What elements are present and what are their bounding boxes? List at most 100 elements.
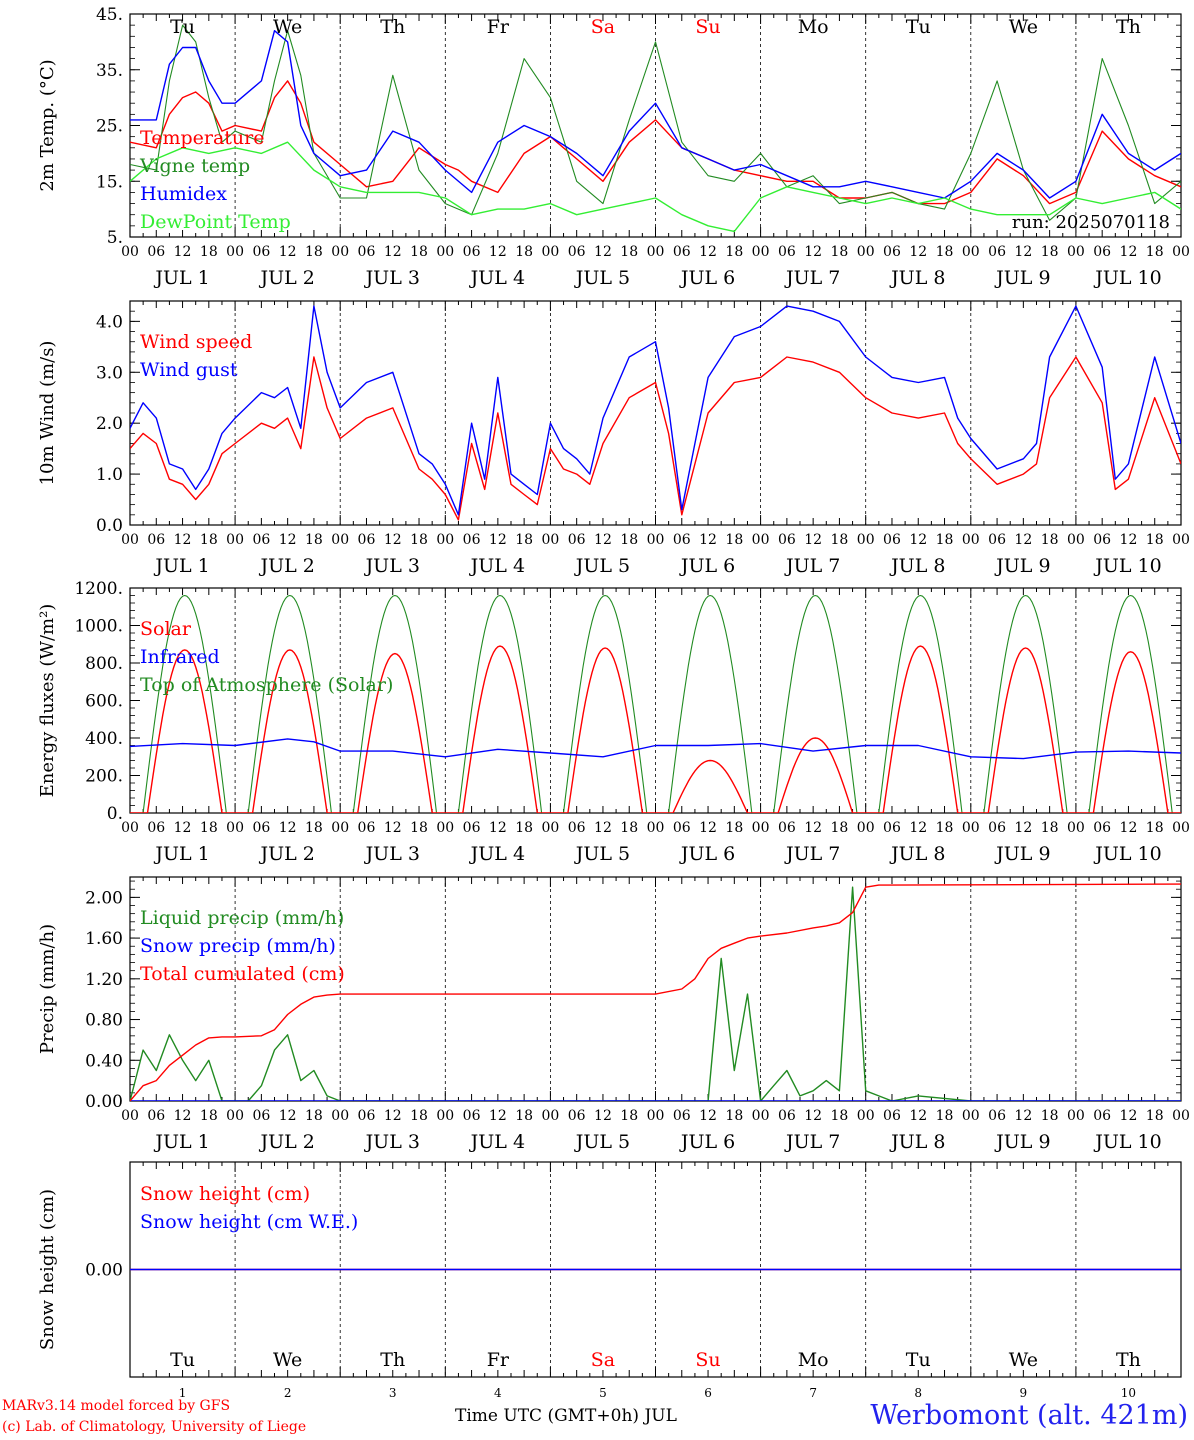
- date-label: JUL 4: [469, 267, 525, 289]
- hour-label: 06: [463, 532, 481, 548]
- hour-label: 06: [1093, 532, 1111, 548]
- hour-label: 18: [831, 532, 849, 548]
- hour-label: 00: [121, 244, 139, 260]
- hour-label: 18: [515, 1108, 533, 1124]
- hour-label: 12: [174, 244, 192, 260]
- hour-label: 06: [988, 532, 1006, 548]
- y-tick-label: 35.: [96, 61, 123, 81]
- hour-label: 06: [252, 244, 270, 260]
- hour-label: 06: [1093, 244, 1111, 260]
- hour-label: 00: [647, 244, 665, 260]
- legend-entry: Snow height (cm): [140, 1183, 310, 1205]
- y-tick-label: 45.: [96, 5, 123, 25]
- hour-label: 18: [200, 532, 218, 548]
- legend-entry: Temperature: [140, 127, 264, 149]
- y-tick-label: 2.0: [96, 414, 123, 434]
- hour-label: 06: [147, 532, 165, 548]
- hour-label: 18: [831, 1108, 849, 1124]
- y-tick-label: 0.00: [85, 1092, 123, 1112]
- hour-label: 00: [647, 820, 665, 836]
- hour-label: 12: [489, 532, 507, 548]
- panel-2: 0.0 1.0 2.0 3.0 4.0 10m Wind (m/s) Wind speed W…: [37, 300, 1190, 577]
- hour-label: 12: [174, 532, 192, 548]
- hour-label: 12: [594, 820, 612, 836]
- hour-label: 00: [541, 820, 559, 836]
- hour-label: 18: [305, 1108, 323, 1124]
- hour-label: 06: [568, 532, 586, 548]
- hour-label: 18: [410, 532, 428, 548]
- day-name: Th: [380, 16, 405, 38]
- series-line-top-of-atmosphere: [130, 594, 1181, 813]
- hour-label: 18: [410, 1108, 428, 1124]
- day-number: 4: [494, 1386, 502, 1400]
- date-label: JUL 9: [994, 555, 1050, 577]
- hour-label: 06: [988, 244, 1006, 260]
- hour-label: 06: [673, 1108, 691, 1124]
- day-name: Mo: [798, 1349, 829, 1371]
- date-label: JUL 2: [258, 843, 314, 865]
- hour-label: 00: [1067, 532, 1085, 548]
- y-tick-label: 1.60: [85, 929, 123, 949]
- day-number: 9: [1020, 1386, 1028, 1400]
- hour-label: 18: [305, 532, 323, 548]
- hour-label: 18: [410, 244, 428, 260]
- panel-frame: [129, 300, 1182, 526]
- hour-label: 00: [857, 820, 875, 836]
- hour-label: 18: [1146, 820, 1164, 836]
- hour-label: 12: [279, 244, 297, 260]
- run-label: run: 2025070118: [1012, 212, 1170, 233]
- day-name: Su: [695, 16, 720, 38]
- hour-label: 06: [673, 820, 691, 836]
- hour-label: 00: [1172, 244, 1190, 260]
- day-name: We: [273, 1349, 302, 1371]
- hour-label: 06: [988, 820, 1006, 836]
- panel-frame: [129, 13, 1182, 238]
- y-tick-label: 0.: [107, 804, 123, 824]
- hour-label: 12: [699, 820, 717, 836]
- date-label: JUL 7: [784, 843, 840, 865]
- day-name: Th: [380, 1349, 405, 1371]
- date-label: JUL 9: [994, 843, 1050, 865]
- panel-frame: [129, 587, 1182, 814]
- hour-label: 06: [358, 820, 376, 836]
- series-line: [130, 305, 1181, 516]
- legend-entry: Infrared: [140, 646, 220, 668]
- hour-label: 18: [620, 532, 638, 548]
- hour-label: 12: [1120, 532, 1138, 548]
- legend-entry: Vigne temp: [139, 155, 250, 177]
- hour-label: 00: [331, 1108, 349, 1124]
- hour-label: 18: [725, 1108, 743, 1124]
- legend-entry: Solar: [140, 618, 192, 640]
- hour-label: 00: [962, 1108, 980, 1124]
- hour-label: 00: [752, 820, 770, 836]
- legend-entry: Wind speed: [140, 331, 252, 353]
- y-axis-label: Precip (mm/h): [37, 924, 58, 1054]
- hour-label: 18: [620, 820, 638, 836]
- day-number: 7: [809, 1386, 817, 1400]
- hour-label: 18: [200, 244, 218, 260]
- date-label: JUL 1: [153, 1131, 209, 1153]
- hour-label: 12: [1120, 1108, 1138, 1124]
- date-label: JUL 4: [469, 843, 525, 865]
- hour-label: 12: [594, 244, 612, 260]
- hour-label: 12: [1120, 244, 1138, 260]
- date-label: JUL 10: [1093, 555, 1161, 577]
- legend-entry: Total cumulated (cm): [140, 963, 345, 985]
- hour-label: 06: [147, 244, 165, 260]
- date-label: JUL 2: [258, 555, 314, 577]
- date-label: JUL 9: [994, 267, 1050, 289]
- hour-label: 00: [121, 1108, 139, 1124]
- date-label: JUL 3: [364, 555, 420, 577]
- y-tick-label: 600.: [85, 692, 123, 712]
- day-name: Fr: [487, 16, 510, 38]
- hour-label: 06: [778, 820, 796, 836]
- hour-label: 12: [1014, 820, 1032, 836]
- hour-label: 06: [883, 244, 901, 260]
- y-tick-label: 0.00: [85, 1261, 123, 1281]
- panel-3: 0. 200. 400. 600. 800. 1000. 1200. Energy fluxe…: [37, 579, 1190, 865]
- hour-label: 18: [936, 244, 954, 260]
- date-label: JUL 1: [153, 555, 209, 577]
- hour-label: 00: [436, 532, 454, 548]
- y-tick-label: 800.: [85, 654, 123, 674]
